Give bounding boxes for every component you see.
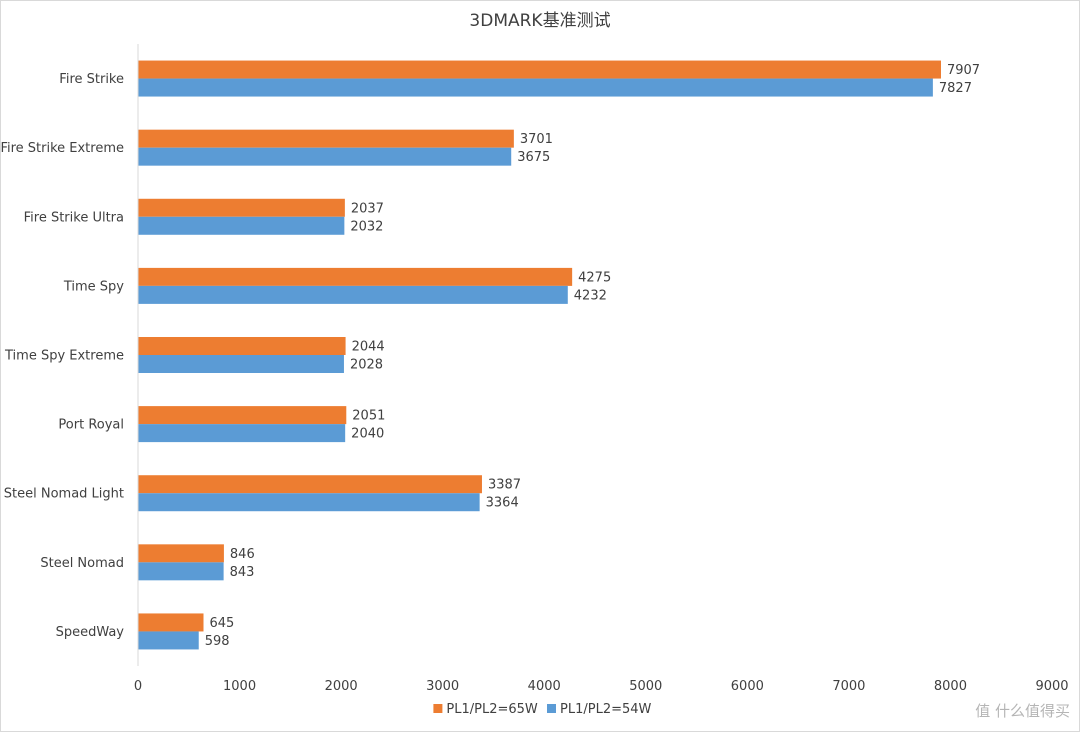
data-label: 2028: [350, 358, 383, 373]
data-label: 645: [210, 616, 235, 631]
chart-title: 3DMARK基准测试: [469, 11, 610, 31]
category-label: Fire Strike: [59, 72, 124, 87]
category-label: SpeedWay: [56, 625, 125, 640]
category-label: Time Spy: [63, 279, 124, 294]
data-label: 3701: [520, 132, 553, 147]
bar-series-2: [138, 493, 480, 512]
bar-series-1: [138, 406, 347, 425]
bar-series-1: [138, 129, 514, 148]
data-label: 2044: [352, 340, 385, 355]
bar-series-2: [138, 216, 345, 235]
bar-series-2: [138, 355, 344, 373]
watermark-text: 值 什么值得买: [975, 702, 1070, 720]
x-tick-label: 4000: [528, 679, 561, 694]
category-label: Steel Nomad Light: [4, 487, 124, 502]
category-label: Steel Nomad: [40, 556, 124, 571]
x-tick-label: 7000: [832, 679, 865, 694]
x-axis-ticks: 0 1000 2000 3000 4000 5000 6000 7000 8000 9000: [134, 679, 1069, 694]
x-tick-label: 3000: [426, 679, 459, 694]
data-label: 843: [230, 565, 255, 580]
bar-series-1: [138, 475, 482, 494]
bar-series-1: [138, 60, 941, 79]
x-tick-label: 1000: [223, 679, 256, 694]
category-label: Time Spy Extreme: [4, 349, 124, 364]
x-tick-label: 8000: [934, 679, 967, 694]
legend: PL1/PL2=65W PL1/PL2=54W: [433, 702, 652, 717]
legend-label: PL1/PL2=65W: [446, 702, 538, 717]
data-label: 7827: [939, 81, 972, 96]
category-label: Port Royal: [58, 418, 124, 433]
x-tick-label: 9000: [1035, 679, 1068, 694]
bar-series-1: [138, 613, 204, 632]
bar-series-1: [138, 337, 346, 355]
data-label: 7907: [947, 63, 980, 78]
x-tick-label: 5000: [629, 679, 662, 694]
bar-series-1: [138, 267, 573, 286]
x-tick-label: 0: [134, 679, 142, 694]
data-label: 598: [205, 634, 230, 649]
bar-series-2: [138, 78, 933, 97]
data-label: 846: [230, 547, 255, 562]
data-label: 2040: [351, 427, 384, 442]
bar-series-2: [138, 631, 199, 650]
bar-series-2: [138, 285, 568, 304]
bars-layer: [138, 60, 941, 650]
data-label: 2037: [351, 201, 384, 216]
legend-label: PL1/PL2=54W: [560, 702, 652, 717]
category-label: Fire Strike Extreme: [0, 141, 124, 156]
data-label: 2051: [352, 409, 385, 424]
data-label: 3364: [486, 496, 519, 511]
bar-series-2: [138, 147, 512, 166]
category-label: Fire Strike Ultra: [24, 210, 124, 225]
legend-swatch: [547, 704, 556, 713]
labels-layer: Fire Strike 7907 7827 Fire Strike Extreme 37…: [0, 63, 980, 649]
data-label: 4275: [578, 270, 611, 285]
legend-swatch: [433, 704, 443, 713]
data-label: 3387: [488, 478, 521, 493]
bar-series-2: [138, 562, 224, 581]
x-tick-label: 2000: [325, 679, 358, 694]
bar-series-2: [138, 424, 346, 443]
bar-series-1: [138, 198, 345, 217]
bar-series-1: [138, 544, 224, 563]
data-label: 3675: [517, 150, 550, 165]
x-tick-label: 6000: [731, 679, 764, 694]
data-label: 2032: [350, 219, 383, 234]
data-label: 4232: [574, 288, 607, 303]
